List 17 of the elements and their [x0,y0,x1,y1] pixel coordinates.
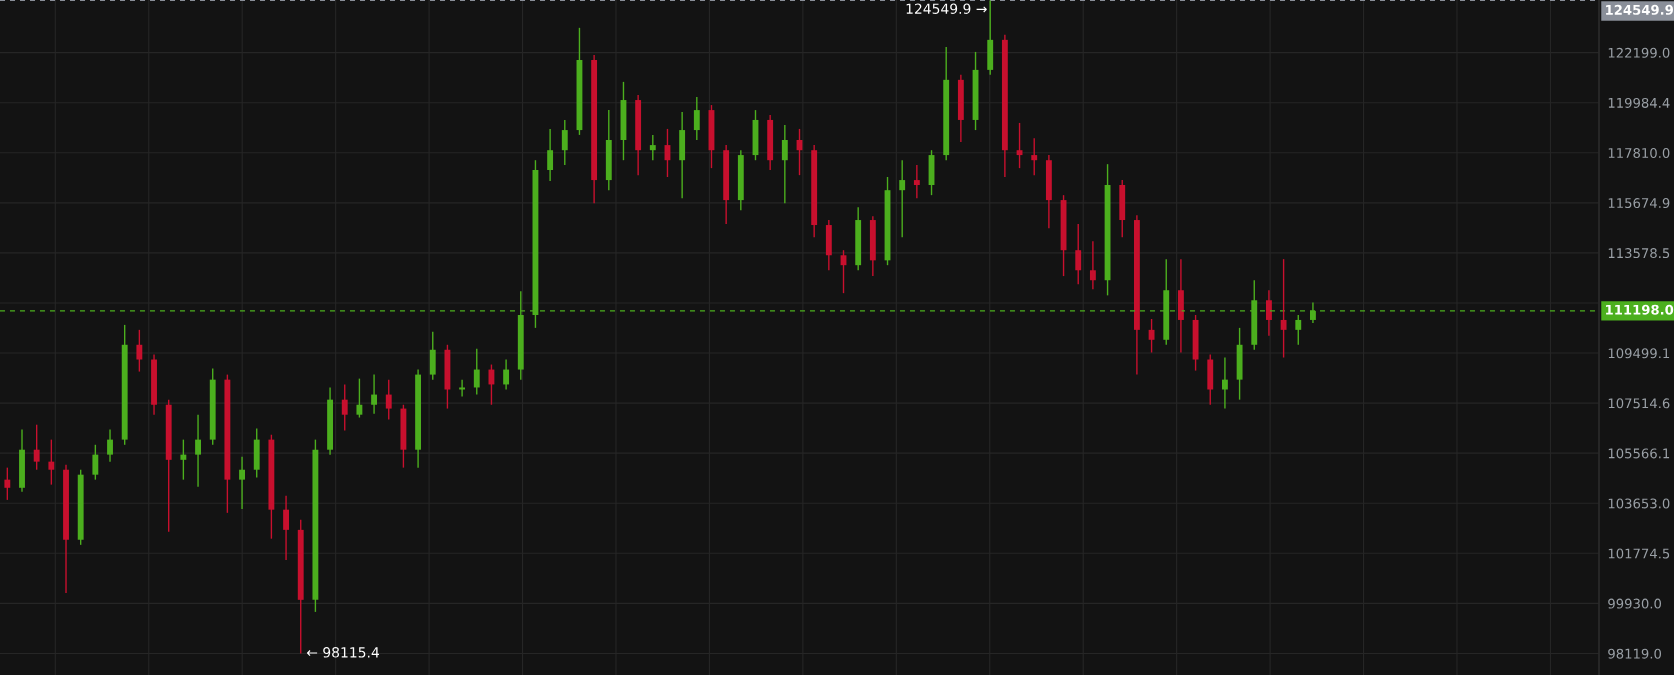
y-tick-label: 107514.6 [1608,398,1670,409]
annotation: ← 98115.4 [306,647,379,658]
y-tick-label: 103653.0 [1608,498,1670,509]
y-tick-label: 98119.0 [1608,648,1662,659]
y-tick-label: 117810.0 [1608,147,1670,158]
y-tick-label: 109499.1 [1608,348,1670,359]
ref-line-label: 111198.0 [1606,304,1674,315]
y-tick-label: 113578.5 [1608,248,1670,259]
annotation: 124549.9 → [906,3,987,14]
y-tick-label: 119984.4 [1608,97,1670,108]
y-tick-label: 115674.9 [1608,198,1670,209]
ref-line-label: 124549.9 [1606,4,1673,15]
candlestick [459,378,466,398]
y-tick-label: 122199.0 [1608,47,1670,58]
y-tick-label: 105566.1 [1608,448,1670,459]
y-tick-label: 99930.0 [1608,598,1662,609]
y-tick-label: 101774.5 [1608,548,1670,559]
